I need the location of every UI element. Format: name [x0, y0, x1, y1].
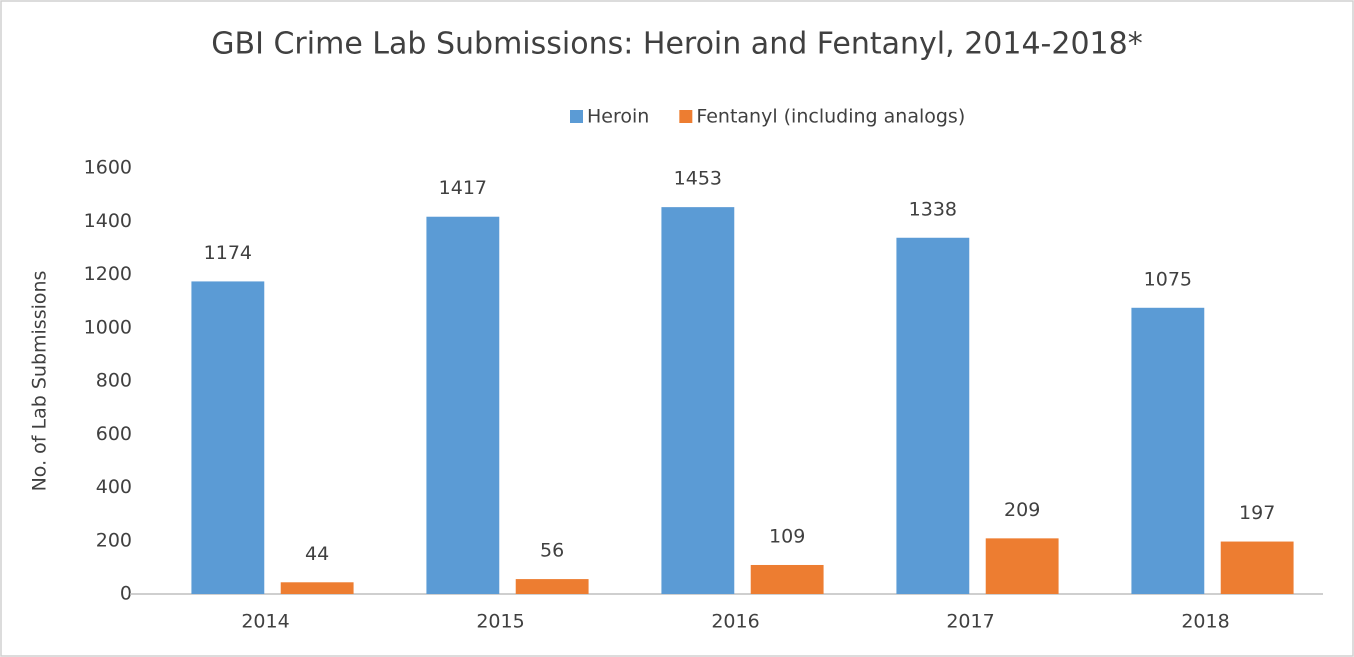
y-axis-label: No. of Lab Submissions [29, 271, 51, 492]
bar [750, 564, 824, 594]
x-tick-label: 2016 [711, 611, 759, 633]
bar [191, 281, 265, 594]
y-tick-label: 1000 [84, 316, 132, 338]
chart-title: GBI Crime Lab Submissions: Heroin and Fe… [211, 27, 1142, 62]
legend-swatch [570, 110, 583, 123]
legend-swatch [679, 110, 693, 123]
x-tick-label: 2017 [946, 611, 994, 633]
y-tick-label: 400 [96, 476, 132, 498]
bar [985, 538, 1059, 594]
y-tick-label: 600 [96, 423, 132, 445]
data-label: 1338 [909, 198, 957, 220]
bar [1220, 541, 1294, 594]
y-tick-label: 1200 [84, 263, 132, 285]
data-label: 197 [1239, 502, 1275, 524]
bar [661, 207, 735, 595]
legend-label: Heroin [587, 106, 649, 128]
data-label: 1417 [439, 177, 487, 199]
y-tick-label: 0 [120, 583, 132, 605]
bar [1131, 307, 1205, 594]
data-label: 1075 [1144, 268, 1192, 290]
data-label: 1174 [204, 242, 252, 264]
bar [426, 216, 500, 594]
data-label: 109 [769, 525, 805, 547]
y-tick-label: 800 [96, 370, 132, 392]
data-label: 56 [540, 540, 564, 562]
x-tick-label: 2015 [476, 611, 524, 633]
x-tick-label: 2018 [1181, 611, 1229, 633]
data-label: 1453 [674, 168, 722, 190]
y-tick-label: 1600 [84, 157, 132, 179]
bar [896, 237, 970, 594]
y-tick-label: 1400 [84, 210, 132, 232]
x-tick-label: 2014 [241, 611, 289, 633]
legend-label: Fentanyl (including analogs) [696, 106, 965, 128]
data-label: 44 [305, 543, 329, 565]
bar [515, 579, 589, 594]
y-tick-label: 200 [96, 529, 132, 551]
data-label: 209 [1004, 499, 1040, 521]
bar [280, 582, 354, 594]
